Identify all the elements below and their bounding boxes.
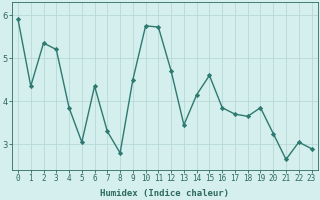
- X-axis label: Humidex (Indice chaleur): Humidex (Indice chaleur): [100, 189, 229, 198]
